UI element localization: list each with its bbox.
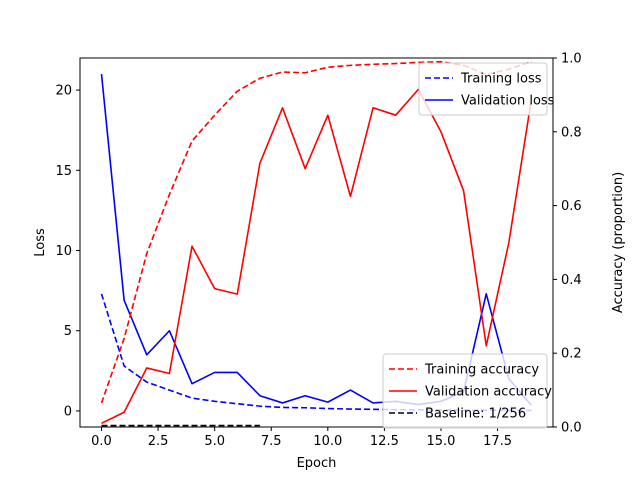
series-line-validation-accuracy [101, 88, 533, 425]
plot-frame [79, 57, 554, 428]
right-y-tick-label: 0.2 [561, 347, 582, 362]
right-y-axis-title: Accuracy (proportion) [611, 172, 626, 313]
left-y-tick-label: 0 [64, 404, 72, 419]
x-tick-label: 17.5 [483, 434, 512, 449]
x-tick-label: 0.0 [91, 434, 112, 449]
x-tick-label: 12.5 [370, 434, 399, 449]
legend-label: Validation loss [461, 94, 555, 109]
legend-accuracy: Training accuracy Validation accuracy Base… [382, 353, 552, 429]
x-tick-label: 5.0 [204, 434, 225, 449]
legend-loss: Training loss Validation loss [418, 62, 555, 116]
x-tick-label: 15.0 [426, 434, 455, 449]
left-y-tick-label: 15 [55, 164, 72, 179]
left-y-axis-title: Loss [33, 228, 48, 257]
right-y-tick-label: 0.4 [561, 273, 582, 288]
legend-box [418, 62, 548, 116]
right-y-tick-label: 0.6 [561, 199, 582, 214]
x-tick-label: 7.5 [261, 434, 282, 449]
x-tick-label: 2.5 [148, 434, 169, 449]
x-axis-title: Epoch [297, 456, 337, 471]
axes: 0.0 2.5 5.0 7.5 10.0 12.5 15.0 17.5 0 5 10 15 20 0.0 0… [33, 52, 626, 472]
right-y-tick-label: 0.0 [561, 421, 582, 436]
legend-label: Training loss [460, 72, 542, 87]
left-y-tick-label: 10 [55, 244, 72, 259]
legend-label: Validation accuracy [425, 385, 552, 400]
left-y-tick-label: 5 [64, 324, 72, 339]
legend-label: Training accuracy [424, 363, 539, 378]
right-y-tick-label: 1.0 [561, 52, 582, 67]
legend-box [382, 353, 548, 429]
left-y-tick-label: 20 [55, 84, 72, 99]
x-tick-label: 10.0 [313, 434, 342, 449]
legend-label: Baseline: 1/256 [425, 407, 526, 422]
right-y-tick-label: 0.8 [561, 125, 582, 140]
